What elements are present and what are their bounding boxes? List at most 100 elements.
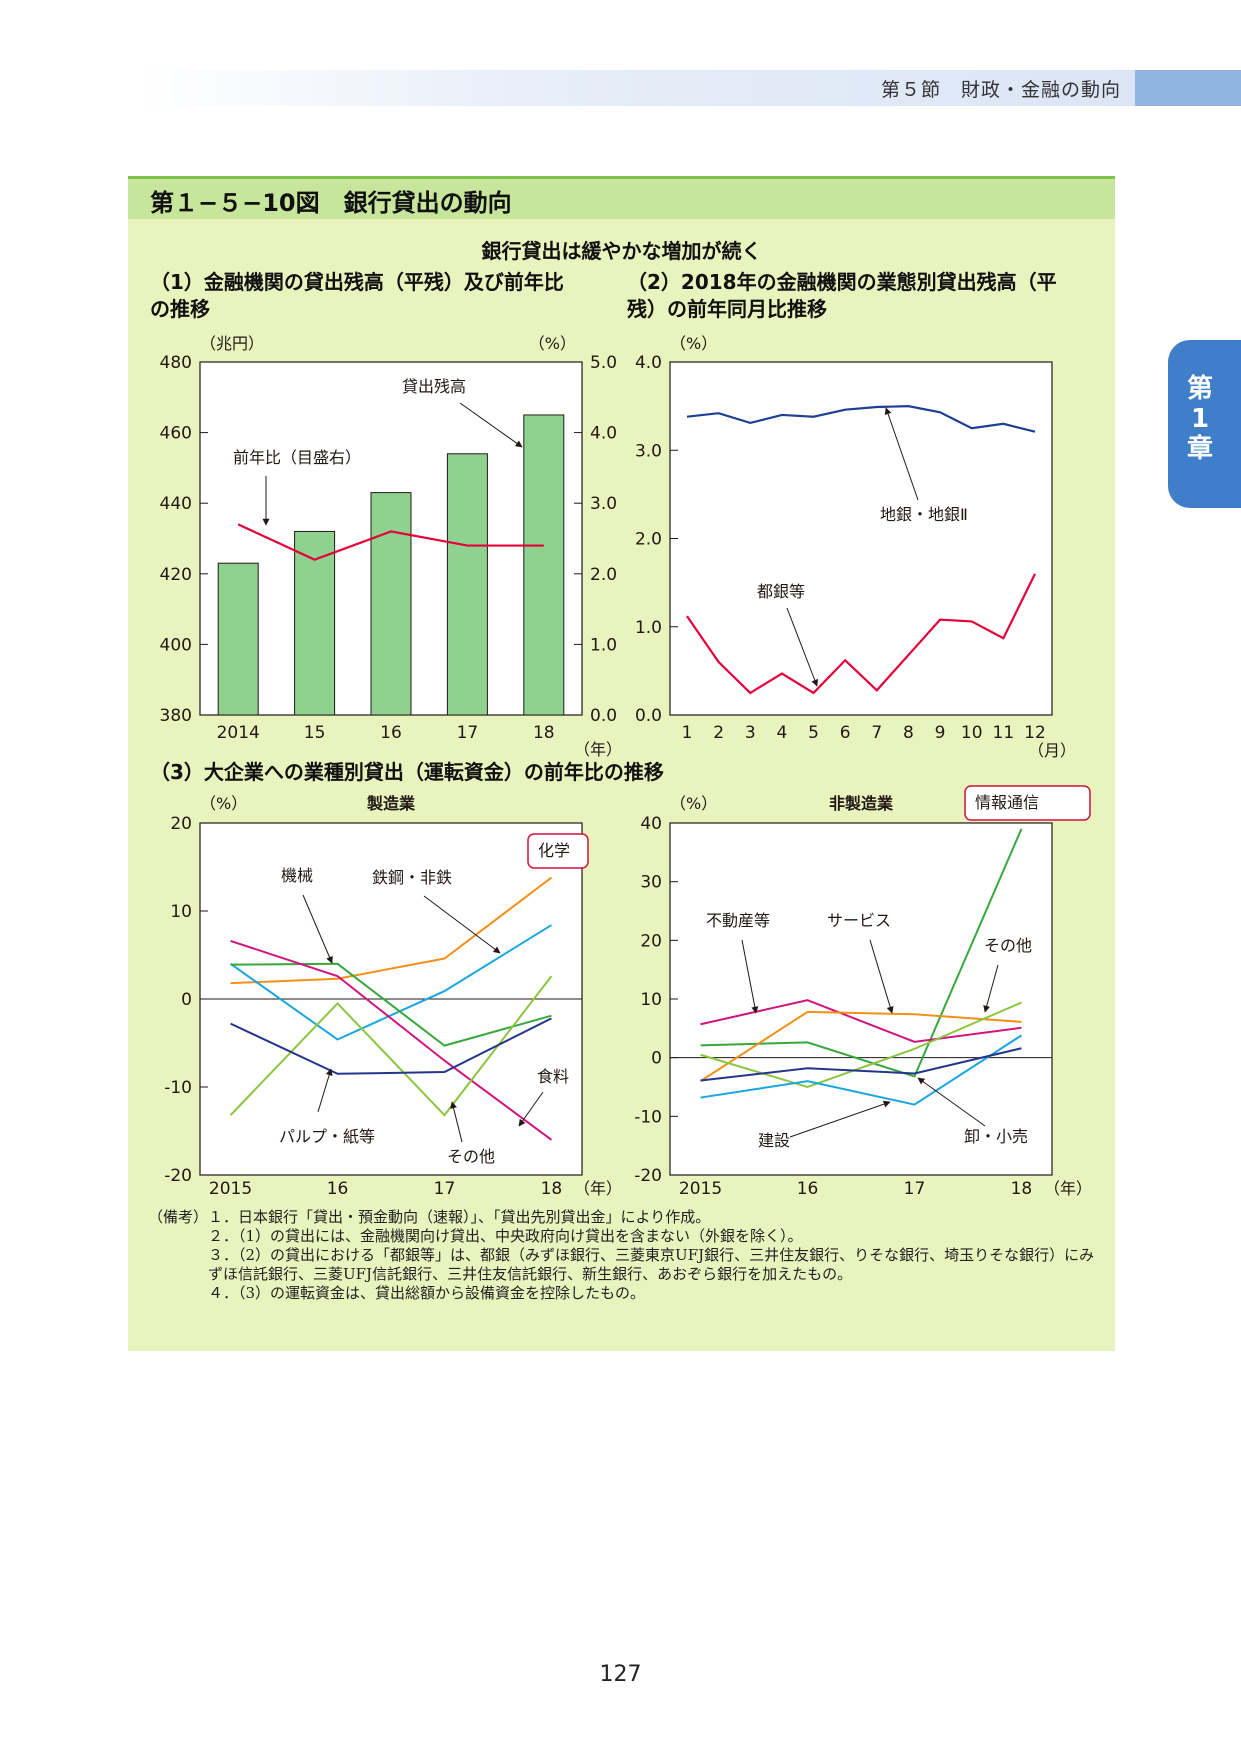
figure-title: 第１−５−10図 銀行貸出の動向 [150,189,512,217]
chart1-xtick-label: 15 [304,723,326,743]
chart1-ytick-left-label: 420 [160,565,192,585]
chart4-y-unit: （%） [670,794,717,813]
chart4-label-arrow [917,1077,986,1127]
page-number: 127 [599,1662,642,1687]
chart4-series-label: その他 [984,936,1032,955]
chart2-xtick-label: 1 [682,723,693,743]
chart2-xtick-label: 8 [903,723,914,743]
chart2-ytick-label: 4.0 [635,353,662,373]
chart3-label-arrow [423,895,501,954]
chart3-ytick-label: 20 [170,814,192,834]
chart4-label-arrow [869,939,894,1014]
chart3-title: 製造業 [366,794,416,813]
chart2-xtick-label: 9 [935,723,946,743]
chart2-ytick-label: 3.0 [635,441,662,461]
chart2-xtick-label: 10 [961,723,983,743]
chart2-xtick-label: 12 [1024,723,1046,743]
chart3-line-5 [230,1017,552,1075]
chart4-ytick-label: 30 [640,873,662,893]
chart4-label-box [964,785,1091,821]
chart3-xtick-label: 18 [541,1179,563,1199]
section-2-title: （2）2018年の金融機関の業態別貸出残高（平残）の前年同月比推移 [627,270,1057,321]
chart2-xtick-label: 11 [993,723,1015,743]
chart3-series-label: パルプ・紙等 [279,1127,375,1146]
chart3-xtick-label: 16 [327,1179,349,1199]
note-2: ２．（1）の貸出には、金融機関向け貸出、中央政府向け貸出を含まない（外銀を除く）… [208,1227,803,1245]
chart1-xtick-label: 2014 [217,723,260,743]
chart2-ytick-label: 1.0 [635,618,662,638]
chart3-series-label: 化学 [538,841,570,860]
chart1-bar [446,453,488,716]
chart2-y-unit: （%） [670,334,717,353]
chart1-ytick-right-label: 0.0 [590,706,617,726]
chart2-x-unit: （月） [1028,741,1076,760]
chart2-arrow-city-banks [786,607,819,687]
chart1-ytick-right-label: 1.0 [590,635,617,655]
chart4-line-5 [700,1047,1022,1082]
chart4-series-label: 建設 [758,1131,790,1150]
chart3-line-3 [230,939,553,1141]
notes: （備考） １．日本銀行「貸出・預金動向（速報）」、「貸出先別貸出金」により作成。 … [148,1208,1098,1303]
chart1-bar [217,562,259,716]
chart4-series-label: 情報通信 [975,793,1039,812]
chart4-series-label: 不動産等 [706,911,770,930]
chart1-ytick-right-label: 3.0 [590,494,617,514]
chart3-series-label: 食料 [537,1067,569,1086]
chart4-label-arrow [983,964,999,1013]
chart3-series-label: 機械 [281,866,313,885]
chart3-x-unit: （年） [574,1179,622,1198]
chart1-xtick-label: 17 [457,723,479,743]
chart3-label-arrow [302,894,333,964]
chart4-ytick-label: 0 [651,1049,662,1069]
chart4-xtick-label: 2015 [679,1179,722,1199]
chart2-ytick-label: 0.0 [635,706,662,726]
chart4-line-2 [700,1010,1022,1082]
chart4-line-4 [700,1034,1022,1106]
chart2-xtick-label: 4 [776,723,787,743]
section-1-title: （1）金融機関の貸出残高（平残）及び前年比の推移 [150,270,564,321]
chart3-line-0 [230,876,553,985]
chart2-xtick-label: 3 [745,723,756,743]
chart3-xtick-label: 2015 [209,1179,252,1199]
chart4-ytick-label: 10 [640,990,662,1010]
chapter-side-tab [1168,340,1241,508]
chart4-ytick-label: -20 [634,1166,662,1186]
chart4-series-label: 卸・小売 [964,1127,1028,1146]
section-3-title: （3）大企業への業種別貸出（運転資金）の前年比の推移 [150,760,664,784]
chart3-y-unit: （%） [200,794,247,813]
chart2-line-regional-banks [686,405,1036,433]
chart1-arrow-loan-balance [459,402,523,448]
notes-label: （備考） [148,1208,209,1226]
chart4-ytick-label: 20 [640,931,662,951]
chart2-plot-area [669,361,1053,716]
chart4-line-0 [700,828,1023,1078]
chart3-label-arrow [317,1068,333,1113]
chart1-bar [294,530,336,716]
chart3-ytick-label: 0 [181,990,192,1010]
chart1-ytick-left-label: 480 [160,353,192,373]
chart1-xtick-label: 18 [533,723,555,743]
chart3-label-arrow [450,1101,463,1143]
chart1-ytick-left-label: 460 [160,424,192,444]
chart3-ytick-label: -20 [164,1166,192,1186]
chart1-line-series [237,523,544,561]
header-band [135,70,1135,106]
chart1-y-right-unit: （%） [529,334,576,353]
chart3-series-label: 鉄鋼・非鉄 [372,868,452,887]
chart3-line-2 [230,962,552,1047]
chart4-x-unit: （年） [1044,1179,1092,1198]
chart3-ytick-label: -10 [164,1078,192,1098]
chart4-xtick-label: 18 [1011,1179,1033,1199]
chart4-xtick-label: 17 [904,1179,926,1199]
chart1-x-unit: （年） [574,740,622,759]
chart1-ytick-right-label: 2.0 [590,565,617,585]
chart1-label-loan-balance: 貸出残高 [402,377,466,396]
chart2-label-regional-banks: 地銀・地銀Ⅱ [880,505,968,524]
chart1-y-left-unit: （兆円） [200,334,264,353]
chart4-title: 非製造業 [829,794,894,813]
note-1: １．日本銀行「貸出・預金動向（速報）」、「貸出先別貸出金」により作成。 [208,1208,711,1226]
chart4-xtick-label: 16 [797,1179,819,1199]
chart3-xtick-label: 17 [434,1179,456,1199]
chart1-ytick-right-label: 4.0 [590,424,617,444]
chart2-label-city-banks: 都銀等 [757,582,805,601]
